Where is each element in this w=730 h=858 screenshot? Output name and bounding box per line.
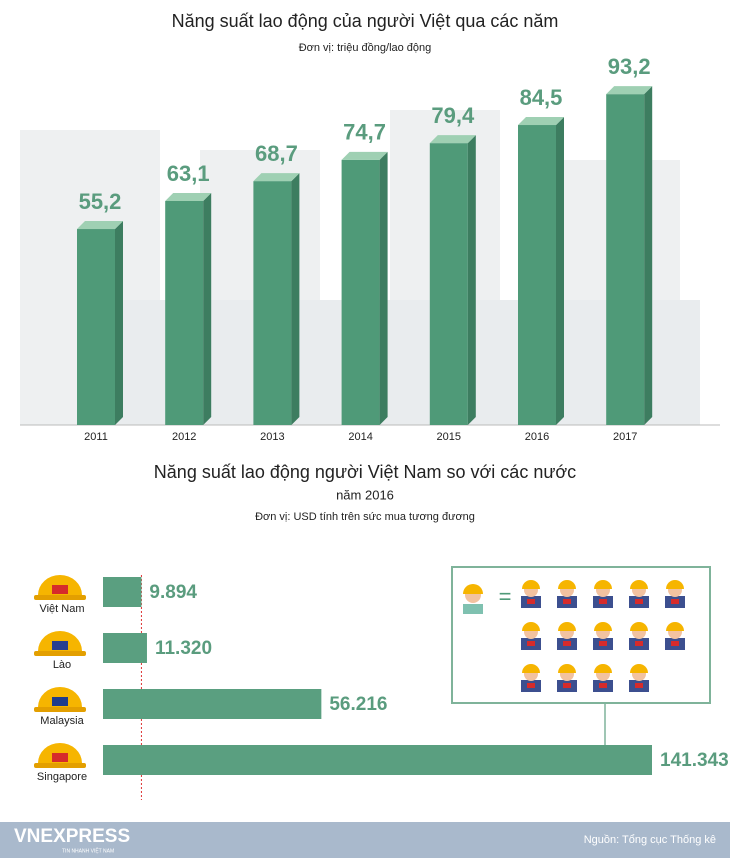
legend-box: = (451, 566, 711, 745)
flag (52, 641, 68, 650)
bar-top (341, 151, 388, 160)
bar (103, 577, 142, 607)
worker-flag (635, 683, 643, 688)
bar-side (379, 151, 388, 425)
worker-helmet (666, 580, 684, 589)
worker-helmet (594, 664, 612, 673)
worker-helmet (630, 580, 648, 589)
value-label: 74,7 (343, 120, 386, 145)
worker-helmet (522, 580, 540, 589)
bar (429, 143, 468, 425)
value-label: 68,7 (255, 141, 298, 166)
x-tick-label: 2013 (260, 431, 284, 443)
worker-flag (599, 641, 607, 646)
flag (52, 697, 68, 706)
bar-side (291, 173, 300, 425)
bar (103, 745, 652, 775)
worker-helmet (558, 664, 576, 673)
helmet-brim (34, 651, 86, 656)
value-label: 56.216 (329, 694, 387, 715)
x-tick-label: 2011 (84, 431, 108, 443)
category-label: Việt Nam (39, 603, 84, 615)
worker-helmet (594, 622, 612, 631)
category-label: Lào (53, 659, 71, 671)
worker-helmet (630, 622, 648, 631)
worker-flag (671, 599, 679, 604)
value-label: 11.320 (155, 638, 212, 659)
bar (77, 229, 115, 425)
worker-flag (671, 641, 679, 646)
unit-label: Đơn vị: USD tính trên sức mua tương đươn… (255, 511, 475, 523)
bar-top (429, 135, 476, 144)
value-label: 55,2 (79, 189, 122, 214)
bar-top (253, 173, 300, 182)
worker-flag (563, 599, 571, 604)
value-label: 93,2 (608, 54, 651, 79)
worker-helmet (558, 622, 576, 631)
worker-helmet (630, 664, 648, 673)
helmet-brim (34, 595, 86, 600)
bar-top (606, 86, 653, 95)
worker-flag (527, 641, 535, 646)
bar-top (165, 192, 212, 201)
bar-side (467, 135, 476, 425)
bar (165, 200, 204, 425)
worker-helmet (522, 664, 540, 673)
chart-subtitle: Đơn vị: triệu đồng/lao động (299, 42, 432, 54)
logo-tagline: TIN NHANH VIỆT NAM (62, 846, 114, 854)
bar-side (556, 117, 564, 426)
bar-side (203, 192, 212, 425)
worker-flag (599, 599, 607, 604)
worker-flag (599, 683, 607, 688)
svg-text:=: = (499, 584, 512, 609)
category-label: Singapore (37, 771, 87, 783)
value-label: 9.894 (149, 582, 197, 603)
bar (606, 94, 645, 425)
chart-subtitle: năm 2016 (336, 487, 394, 502)
flag (52, 585, 68, 594)
bar (518, 125, 556, 426)
helmet-brim (34, 763, 86, 768)
footer-band (0, 822, 730, 858)
worker-helmet (522, 622, 540, 631)
x-tick-label: 2017 (613, 431, 637, 443)
worker-flag (635, 599, 643, 604)
worker-flag (635, 641, 643, 646)
bar-top (518, 117, 564, 126)
logo: VNEXPRESS (14, 826, 130, 847)
x-tick-label: 2015 (437, 431, 461, 443)
worker-flag (563, 641, 571, 646)
helmet-brim (34, 707, 86, 712)
source: Nguồn: Tổng cục Thống kê (584, 834, 716, 846)
value-label: 84,5 (520, 85, 563, 110)
value-label: 79,4 (431, 103, 475, 128)
category-label: Malaysia (40, 715, 84, 727)
bar-side (115, 221, 123, 425)
worker-flag (527, 683, 535, 688)
bar-side (644, 86, 653, 425)
x-tick-label: 2012 (172, 431, 196, 443)
bar (341, 159, 380, 425)
chart-title: Năng suất lao động người Việt Nam so với… (154, 462, 576, 482)
worker-flag (527, 599, 535, 604)
flag (52, 753, 68, 762)
x-tick-label: 2016 (525, 431, 549, 443)
worker-flag (563, 683, 571, 688)
value-label: 63,1 (167, 161, 210, 186)
bar-top (77, 221, 123, 230)
chart-title: Năng suất lao động của người Việt qua cá… (172, 11, 559, 31)
worker-helmet (558, 580, 576, 589)
bar (253, 181, 292, 425)
bar (103, 633, 147, 663)
worker-helmet (666, 622, 684, 631)
value-label: 141.343 (660, 750, 729, 771)
bar (103, 689, 322, 719)
x-tick-label: 2014 (348, 431, 372, 443)
worker-helmet (594, 580, 612, 589)
